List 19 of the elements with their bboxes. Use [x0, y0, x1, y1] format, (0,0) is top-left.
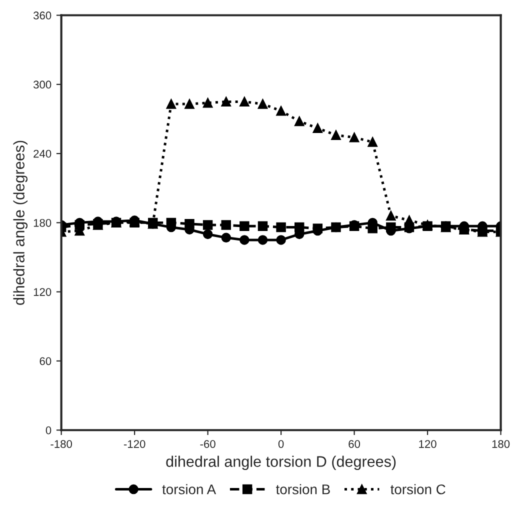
- y-tick-label: 360: [33, 12, 52, 20]
- y-tick-label: 180: [34, 218, 52, 227]
- legend-label: torsion C: [390, 484, 446, 494]
- y-tick-label: 120: [34, 288, 52, 296]
- x-tick-label: 0: [278, 440, 284, 448]
- x-tick-label: -60: [200, 440, 216, 448]
- y-tick-label: 60: [40, 357, 52, 366]
- y-tick-label: 300: [33, 80, 52, 89]
- y-axis-title: dihedral angle (degrees): [13, 140, 28, 305]
- legend-label: torsion B: [276, 484, 330, 494]
- x-tick-label: -120: [124, 440, 146, 448]
- x-tick-label: -180: [50, 440, 72, 448]
- x-axis-title: dihedral angle torsion D (degrees): [166, 456, 396, 470]
- x-tick-label: 120: [419, 440, 436, 448]
- x-tick-label: 60: [348, 440, 360, 448]
- y-tick-label: 0: [46, 426, 52, 434]
- legend-label: torsion A: [162, 484, 216, 494]
- y-tick-label: 240: [34, 150, 52, 158]
- x-tick-label: 180: [492, 440, 510, 448]
